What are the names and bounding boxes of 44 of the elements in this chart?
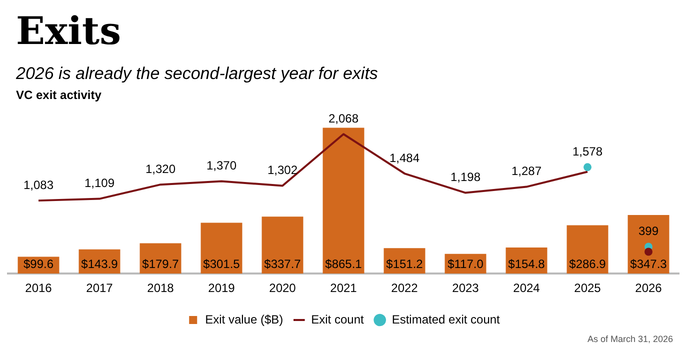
data-label: $117.0 [448, 256, 484, 271]
data-label: 1,302 [267, 163, 298, 178]
legend-label: Exit count [311, 312, 364, 326]
bar [200, 222, 242, 274]
data-label: $99.6 [23, 256, 54, 271]
chart-subtitle: 2026 is already the second-largest year for exits [16, 64, 378, 84]
data-label: $301.5 [203, 256, 240, 271]
data-label: 1,320 [145, 162, 176, 176]
data-label: $286.9 [569, 256, 606, 271]
data-label: $143.9 [81, 256, 118, 271]
x-tick-label: 2023 [452, 281, 480, 296]
text: As of March 31, 2026 [587, 334, 673, 344]
data-label: 2,068 [328, 111, 359, 126]
data-label: 1,198 [450, 170, 481, 184]
x-tick-label: 2022 [391, 281, 418, 296]
data-label: 1,484 [389, 150, 420, 165]
bar [566, 225, 608, 274]
legend-label: Exit value ($B) [205, 312, 284, 326]
x-tick-label: 2020 [269, 281, 296, 296]
bar [322, 128, 364, 274]
data-label: $347.3 [630, 256, 668, 271]
x-tick-label: 2018 [147, 281, 174, 296]
data-label: $154.8 [508, 256, 546, 271]
data-label: $151.2 [386, 256, 424, 271]
data-label: 1,287 [511, 164, 542, 178]
x-tick-label: 2025 [574, 281, 602, 296]
data-label: 1,370 [206, 158, 237, 173]
data-label: 1,083 [23, 178, 54, 192]
chart-title: Exits [16, 8, 122, 53]
data-label: 1,109 [84, 176, 115, 190]
data-label: $865.1 [325, 256, 362, 271]
data-label: 1,578 [572, 144, 603, 158]
legend-label: Estimated exit count [392, 312, 501, 326]
x-tick-label: 2017 [86, 281, 114, 296]
data-label: 399 [638, 224, 659, 238]
x-tick-label: 2016 [25, 281, 52, 296]
x-tick-label: 2024 [513, 281, 540, 296]
x-tick-label: 2019 [208, 281, 236, 296]
text: VC exit activity [16, 88, 102, 102]
x-tick-label: 2026 [635, 281, 662, 296]
bar [262, 216, 304, 274]
x-tick-label: 2021 [330, 281, 358, 296]
data-label: $179.7 [142, 256, 180, 271]
data-label: $337.7 [264, 256, 302, 271]
